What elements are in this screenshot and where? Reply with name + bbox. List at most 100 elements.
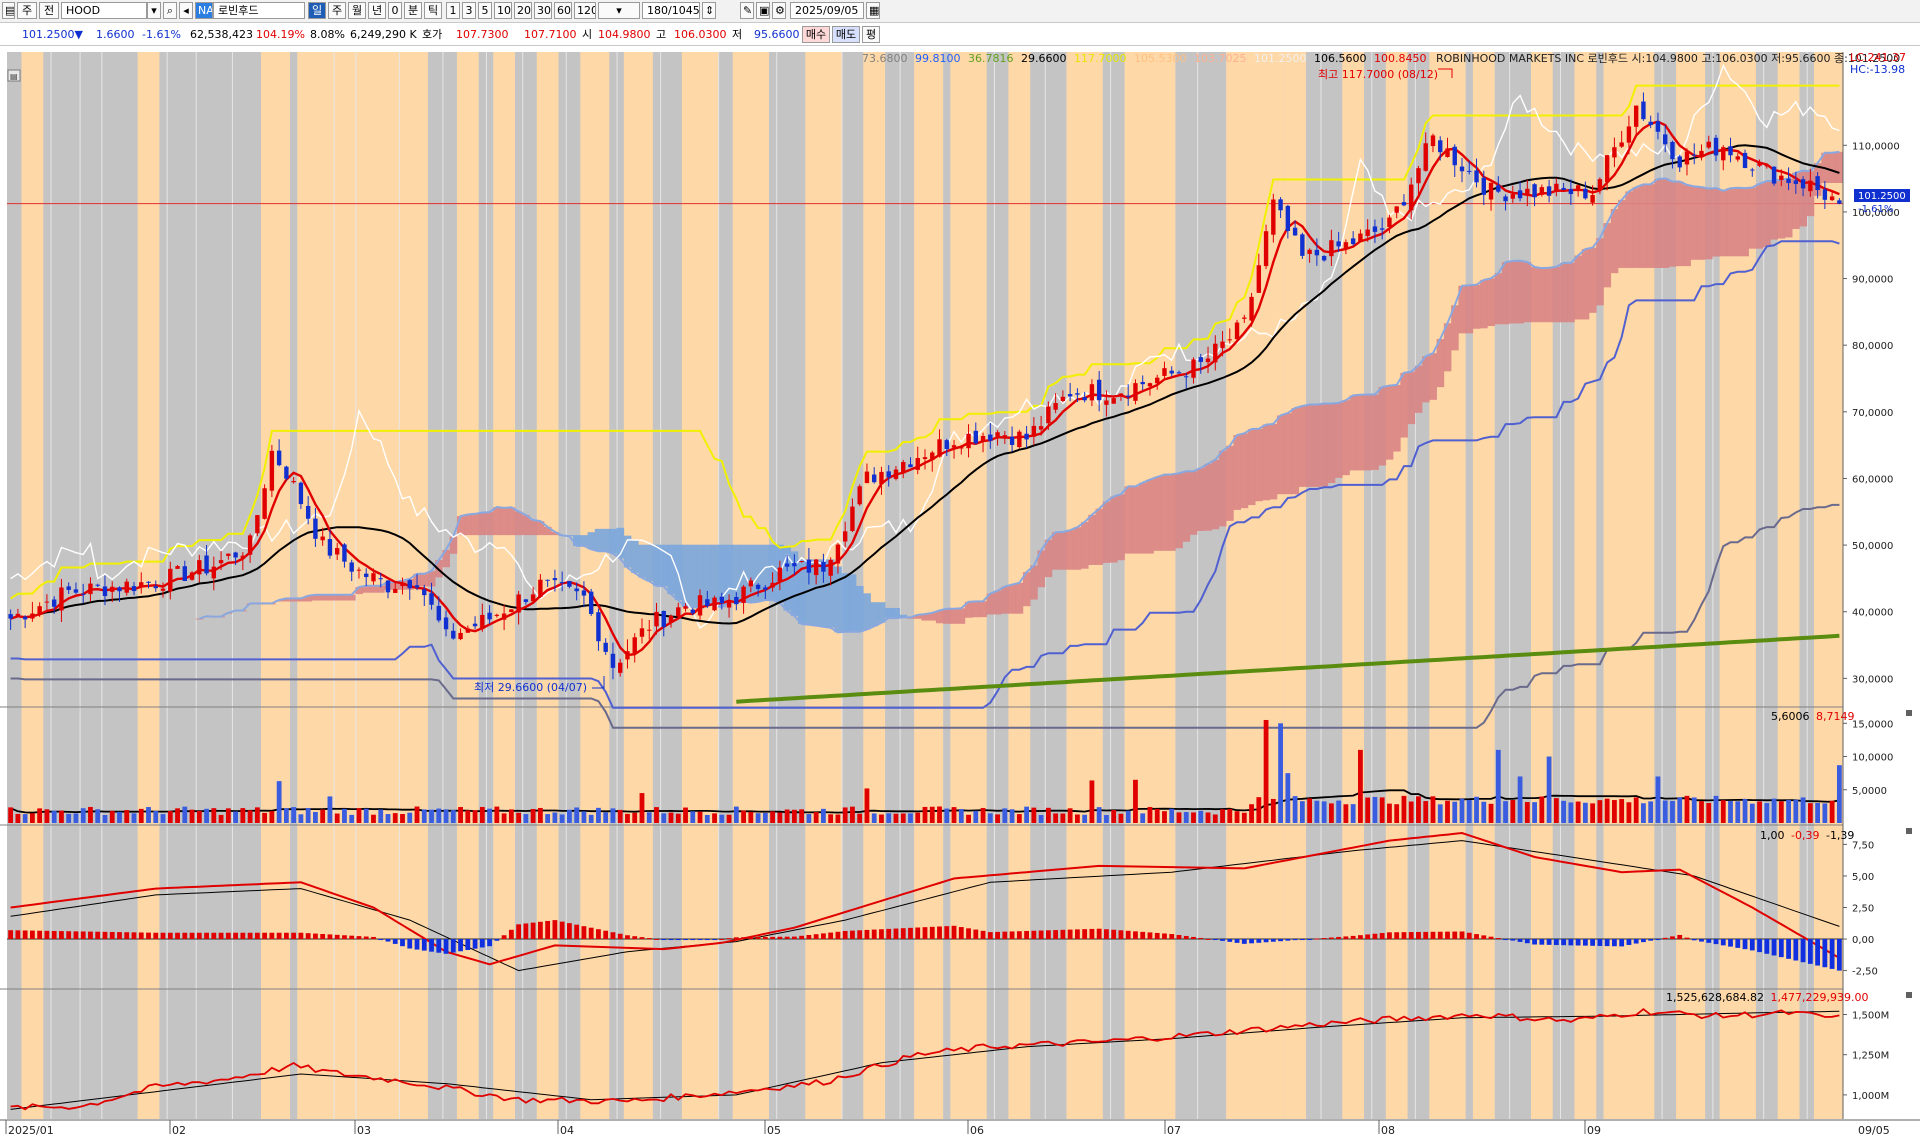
- candle-body: [603, 642, 608, 652]
- cloud-segment: [1378, 386, 1387, 466]
- macd-histogram-bar: [356, 936, 362, 940]
- macd-histogram-bar: [806, 934, 812, 940]
- volume-bar: [1249, 804, 1254, 823]
- eval-button[interactable]: 평: [862, 26, 880, 43]
- volume-bar: [1466, 800, 1472, 823]
- macd-histogram-bar: [1089, 928, 1095, 940]
- macd-histogram-bar: [342, 935, 347, 940]
- interval-button-zero[interactable]: 0: [388, 2, 402, 19]
- candle-body: [1829, 196, 1835, 201]
- minute-button-20[interactable]: 20: [514, 2, 532, 19]
- volume-bar: [131, 813, 137, 823]
- scroll-icon[interactable]: ⇕: [702, 2, 716, 19]
- candle-body: [1075, 393, 1080, 395]
- interval-button-tick[interactable]: 틱: [424, 2, 442, 19]
- minute-button-1[interactable]: 1: [446, 2, 460, 19]
- save-icon[interactable]: ▣: [756, 2, 770, 19]
- cloud-segment: [1262, 424, 1271, 501]
- candle-body: [1401, 202, 1407, 206]
- cloud-segment: [848, 574, 857, 632]
- minute-button-10[interactable]: 10: [494, 2, 512, 19]
- period-select[interactable]: ▾: [598, 2, 640, 19]
- minute-button-5[interactable]: 5: [478, 2, 492, 19]
- macd-histogram-bar: [1147, 932, 1153, 940]
- volume-bar: [465, 810, 471, 823]
- cloud-segment: [1625, 191, 1633, 268]
- candle-body: [777, 567, 783, 582]
- macd-histogram-bar: [850, 930, 855, 940]
- menu-button[interactable]: ▤: [2, 2, 15, 19]
- period-button-week[interactable]: 주: [17, 2, 37, 19]
- ticker-input[interactable]: HOOD: [61, 2, 147, 19]
- candle-body: [1017, 431, 1022, 448]
- cloud-segment: [1313, 404, 1321, 487]
- volume-bar: [160, 814, 166, 823]
- cloud-segment: [1596, 238, 1604, 306]
- y-tick-label: 1,250M: [1852, 1051, 1889, 1062]
- stock-name-field[interactable]: 로빈후드: [213, 2, 305, 19]
- calendar-icon[interactable]: ▦: [866, 2, 880, 19]
- period-button-all[interactable]: 전: [39, 2, 59, 19]
- volume-bar: [668, 812, 674, 823]
- chart-menu-button[interactable]: [7, 69, 21, 82]
- candle-body: [1213, 343, 1218, 363]
- volume-bar: [1495, 749, 1501, 823]
- cloud-segment: [1603, 223, 1612, 288]
- minute-button-3[interactable]: 3: [462, 2, 476, 19]
- minute-button-30[interactable]: 30: [534, 2, 552, 19]
- cloud-segment: [856, 585, 864, 632]
- interval-button-month[interactable]: 월: [348, 2, 366, 19]
- mode-button-day[interactable]: 일: [308, 2, 326, 19]
- volume-bar: [1379, 797, 1385, 823]
- volume-bar: [567, 809, 572, 823]
- volume-bar: [1002, 808, 1008, 823]
- volume-bar: [719, 814, 725, 823]
- sell-button[interactable]: 매도: [832, 26, 860, 43]
- stock-chart[interactable]: 110,0000 100,0000 90,0000 80,0000 70,0000 60,…: [0, 46, 1920, 1140]
- candle-body: [1525, 188, 1530, 196]
- cloud-segment: [1770, 180, 1778, 240]
- candle-body: [1575, 185, 1581, 192]
- ma-value-2: 99.8100: [915, 52, 961, 65]
- interval-button-week[interactable]: 주: [328, 2, 346, 19]
- draw-tool-icon[interactable]: ✎: [740, 2, 754, 19]
- macd-histogram-bar: [886, 928, 892, 940]
- cloud-segment: [449, 536, 458, 554]
- interval-button-year[interactable]: 년: [368, 2, 386, 19]
- gridlines: [0, 203, 1920, 990]
- volume-bar: [900, 813, 906, 823]
- candle-body: [1256, 265, 1262, 293]
- bar-count-field[interactable]: 180/1045: [642, 2, 700, 19]
- volume-bar: [545, 814, 551, 823]
- interval-button-minute[interactable]: 분: [404, 2, 422, 19]
- minute-button-120[interactable]: 120: [574, 2, 596, 19]
- macd-histogram-bar: [922, 927, 928, 940]
- candle-body: [1038, 426, 1044, 430]
- buy-button[interactable]: 매수: [802, 26, 830, 43]
- volume-bar: [995, 814, 1000, 823]
- candle-body: [1271, 199, 1276, 235]
- volume-bar: [59, 810, 64, 823]
- volume-bar: [1684, 795, 1690, 823]
- cloud-segment: [1545, 267, 1554, 323]
- volume-bar: [1241, 812, 1247, 823]
- speaker-icon[interactable]: ◂: [179, 2, 193, 19]
- candle-body: [1067, 394, 1073, 397]
- candle-body: [211, 566, 217, 579]
- search-icon[interactable]: ⌕: [163, 2, 177, 19]
- volume-bar: [646, 812, 652, 823]
- macd-histogram-bar: [146, 932, 151, 940]
- volume-bar: [385, 814, 391, 823]
- cloud-segment: [1124, 486, 1133, 554]
- cloud-segment: [1610, 208, 1619, 274]
- ma-value-7: 103.7025: [1194, 52, 1247, 65]
- macd-signal-value: -1,39: [1826, 829, 1854, 842]
- date-field[interactable]: 2025/09/05: [790, 2, 864, 19]
- bid-label: 호가: [422, 28, 443, 41]
- chevron-down-icon[interactable]: ▾: [147, 2, 161, 19]
- band-divider: [1371, 52, 1373, 1119]
- volume-bar: [138, 808, 144, 823]
- minute-button-60[interactable]: 60: [554, 2, 572, 19]
- candle-body: [1677, 156, 1682, 168]
- settings-icon[interactable]: ⚙: [772, 2, 786, 19]
